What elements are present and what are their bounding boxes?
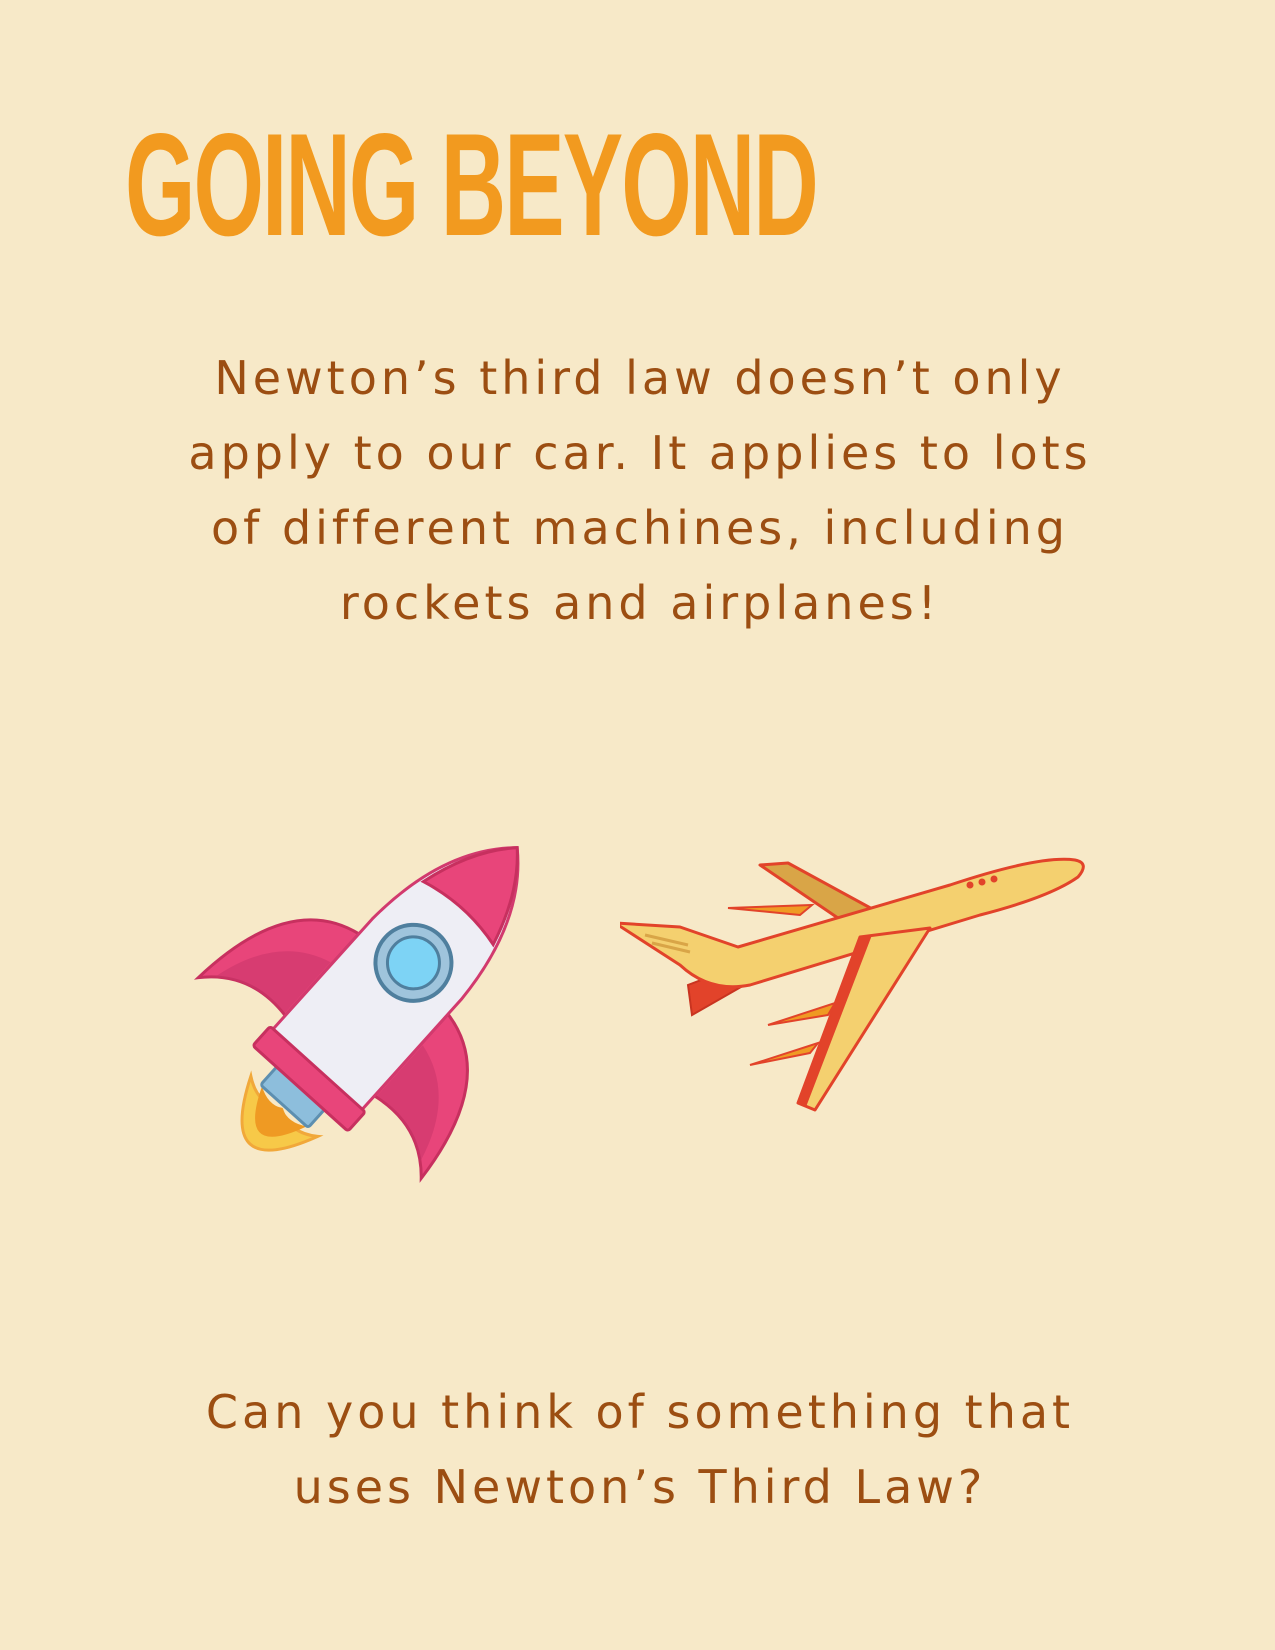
question-paragraph: Can you think of something that uses New… bbox=[90, 1375, 1190, 1525]
question-line: Can you think of something that bbox=[205, 1385, 1075, 1439]
intro-line: apply to our car. It applies to lots bbox=[188, 426, 1092, 480]
rocket-icon bbox=[193, 846, 520, 1183]
intro-line: of different machines, including bbox=[210, 501, 1070, 555]
question-line: uses Newton’s Third Law? bbox=[293, 1460, 987, 1514]
intro-paragraph: Newton’s third law doesn’t only apply to… bbox=[90, 341, 1190, 641]
airplane-icon bbox=[620, 857, 1085, 1112]
intro-line: Newton’s third law doesn’t only bbox=[214, 351, 1066, 405]
intro-line: rockets and airplanes! bbox=[339, 576, 941, 630]
page-title: GOING BEYOND bbox=[125, 103, 819, 266]
